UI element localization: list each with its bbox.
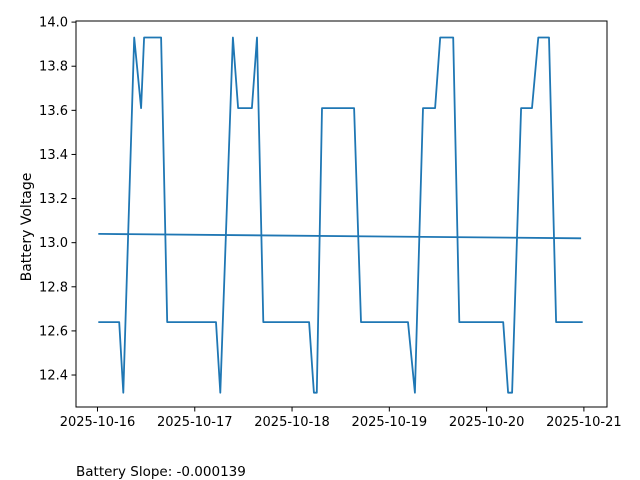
x-tick-label: 2025-10-16	[60, 415, 136, 430]
stats-footer: Battery Slope: -0.000139 Battery Min: 12…	[76, 434, 358, 480]
y-tick-label: 13.2	[39, 192, 68, 207]
stat-slope-text: Battery Slope: -0.000139	[76, 464, 246, 480]
y-axis: 12.4 12.6 12.8 13.0 13.2 13.4 13.6 13.8 14.0	[39, 16, 76, 384]
x-axis: 2025-10-16 2025-10-17 2025-10-18 2025-10-19…	[60, 407, 622, 430]
x-tick-label: 2025-10-19	[352, 415, 428, 430]
trend-line-series	[98, 233, 582, 240]
y-tick-label: 13.6	[39, 104, 68, 119]
x-tick-label: 2025-10-20	[449, 415, 525, 430]
battery-voltage-series	[98, 36, 583, 394]
x-tick-label: 2025-10-21	[546, 415, 622, 430]
y-tick-label: 13.0	[39, 236, 68, 251]
y-tick-label: 12.6	[39, 324, 68, 339]
y-tick-label: 14.0	[39, 16, 68, 31]
y-tick-label: 12.8	[39, 280, 68, 295]
x-tick-label: 2025-10-18	[254, 415, 330, 430]
data-series	[98, 36, 583, 394]
x-tick-label: 2025-10-17	[157, 415, 233, 430]
y-axis-label: Battery Voltage	[19, 173, 35, 282]
y-tick-label: 13.4	[39, 148, 68, 163]
plot-frame	[75, 20, 608, 408]
y-tick-label: 13.8	[39, 60, 68, 75]
y-tick-label: 12.4	[39, 369, 68, 384]
